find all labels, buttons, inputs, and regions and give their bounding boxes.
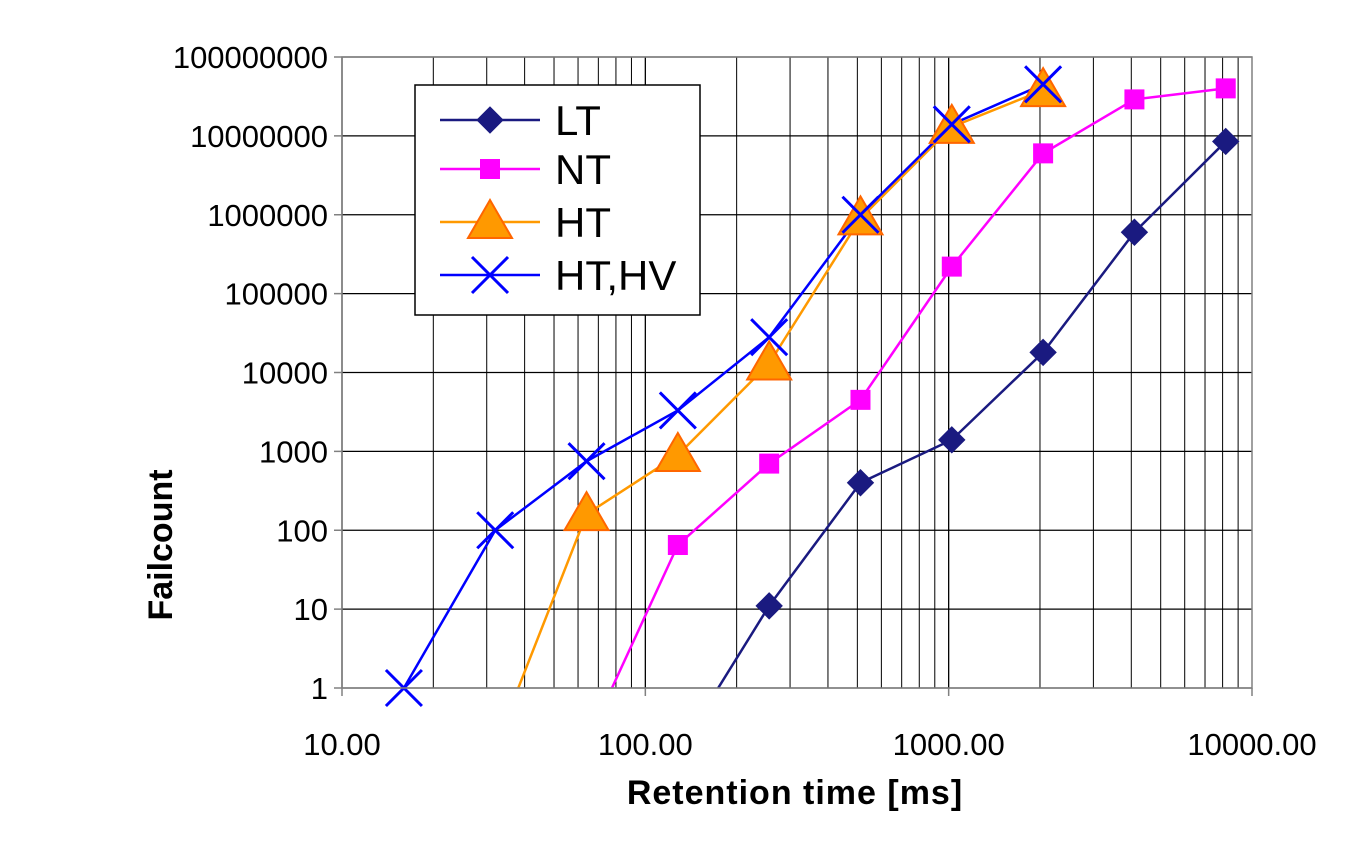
data-point-triangle [466,198,514,239]
data-point-square [759,453,780,474]
data-point-square [1215,78,1236,99]
data-point-x [750,318,789,357]
y-tick-label: 100000 [225,277,328,312]
y-tick-label: 100000000 [173,40,328,75]
data-point-square [1033,143,1054,164]
x-axis-title: Retention time [ms] [627,774,963,812]
data-point-x [932,105,971,144]
data-point-triangle [654,430,702,472]
data-point-diamond [476,106,504,134]
x-tick-label: 10000.00 [1187,727,1316,762]
data-point-diamond [1120,218,1149,246]
legend-label: LT [555,97,601,144]
series-markers [384,65,1240,708]
y-axis-title: Failcount [142,469,180,620]
data-point-x [470,255,510,295]
y-tick-label: 10 [294,592,328,627]
legend-label: HT [555,199,611,246]
data-point-square [1124,89,1145,110]
data-point-diamond [938,426,966,454]
legend-label: HT,HV [555,252,676,299]
y-tick-label: 1000 [259,434,328,469]
y-tick-label: 100 [276,513,328,548]
tick-labels: 1 10 100 1000 10000 100000 1000000 10000000 1000… [173,40,1317,762]
data-point-triangle [745,339,793,381]
x-tick-label: 10.00 [303,727,381,762]
y-tick-label: 1 [311,671,328,706]
data-point-diamond [755,592,783,620]
data-point-square [850,389,871,410]
x-tick-label: 100.00 [598,727,693,762]
x-tick-label: 1000.00 [893,727,1005,762]
y-tick-label: 10000 [242,356,328,391]
series-line-nt [610,87,1226,688]
data-point-triangle [562,490,611,532]
data-point-diamond [846,469,875,497]
data-point-diamond [1029,338,1057,367]
data-point-x [1024,65,1063,104]
data-point-square [480,159,500,179]
legend-box [414,84,701,316]
data-point-square [941,256,962,277]
y-tick-label: 10000000 [190,119,328,154]
data-point-x [658,391,697,430]
y-tick-label: 1000000 [207,198,328,233]
data-point-x [567,442,606,481]
data-point-diamond [1212,127,1240,156]
data-point-x [476,511,515,550]
legend-label: NT [555,146,611,193]
data-point-square [667,535,688,556]
data-point-x [841,195,880,234]
